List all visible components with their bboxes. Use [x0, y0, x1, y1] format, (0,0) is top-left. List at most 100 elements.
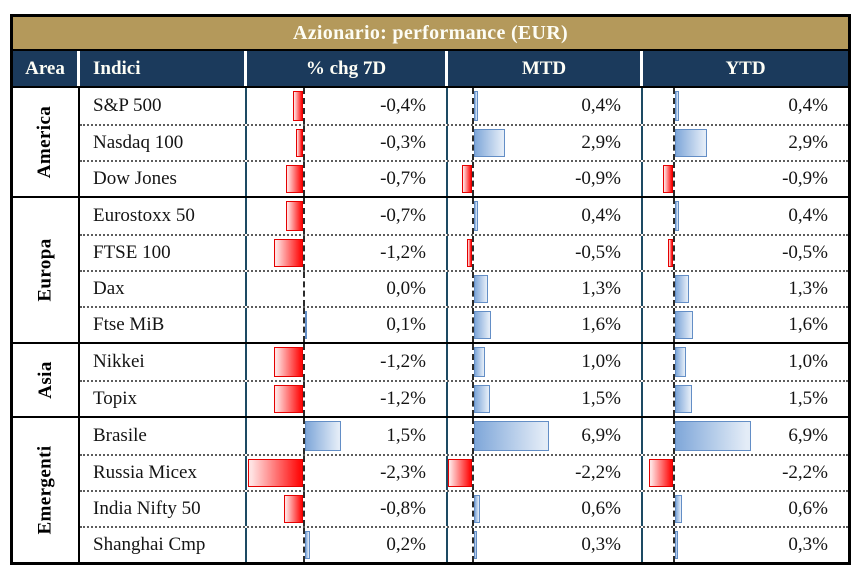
ytd-bar-cell: -0,5%	[643, 236, 848, 270]
ytd-value-label: 0,3%	[788, 534, 828, 555]
index-name: Nasdaq 100	[93, 132, 184, 153]
positive-data-bar	[305, 531, 310, 559]
zero-axis-line	[472, 418, 474, 454]
table-row: FTSE 100 -1,2% -0,5% -0,5%	[80, 234, 848, 270]
chg7d-value-label: 1,5%	[386, 425, 426, 446]
chg7d-value-label: 0,1%	[386, 314, 426, 335]
area-label: Asia	[34, 361, 56, 399]
negative-data-bar	[448, 459, 472, 487]
negative-data-bar	[247, 459, 303, 487]
ytd-bar-cell: 0,4%	[643, 198, 848, 234]
positive-data-bar	[675, 275, 690, 303]
chg7d-bar-cell: -1,2%	[247, 382, 448, 416]
ytd-bar-cell: -2,2%	[643, 456, 848, 490]
index-name-cell: Nikkei	[80, 344, 247, 380]
index-name-cell: Eurostoxx 50	[80, 198, 247, 234]
zero-axis-line	[673, 198, 675, 234]
mtd-value-label: 2,9%	[581, 132, 621, 153]
group-rows: Eurostoxx 50 -0,7% 0,4% 0,4% FTSE 100 -1,2% -0…	[80, 198, 848, 342]
mtd-value-label: 6,9%	[581, 425, 621, 446]
negative-data-bar	[286, 201, 303, 231]
zero-axis-line	[472, 162, 474, 196]
ytd-bar-cell: 2,9%	[643, 126, 848, 160]
ytd-value-label: 0,4%	[788, 205, 828, 226]
ytd-value-label: -0,9%	[782, 168, 828, 189]
ytd-value-label: 0,6%	[788, 498, 828, 519]
mtd-value-label: 1,0%	[581, 351, 621, 372]
ytd-value-label: 1,6%	[788, 314, 828, 335]
header-area: Area	[13, 51, 80, 86]
table-header-row: Area Indici % chg 7D MTD YTD	[13, 51, 848, 88]
ytd-bar-cell: 0,3%	[643, 528, 848, 562]
header-indici: Indici	[80, 51, 247, 86]
index-name: Shanghai Cmp	[93, 534, 206, 555]
negative-data-bar	[295, 129, 303, 157]
zero-axis-line	[303, 236, 305, 270]
chg7d-bar-cell: -0,7%	[247, 198, 448, 234]
chg7d-bar-cell: -0,7%	[247, 162, 448, 196]
mtd-value-label: 0,4%	[581, 205, 621, 226]
negative-data-bar	[648, 459, 673, 487]
zero-axis-line	[673, 492, 675, 526]
chg7d-value-label: -1,2%	[380, 351, 426, 372]
mtd-bar-cell: 0,3%	[448, 528, 643, 562]
zero-axis-line	[303, 492, 305, 526]
positive-data-bar	[474, 91, 479, 121]
chg7d-value-label: 0,0%	[386, 278, 426, 299]
negative-data-bar	[286, 165, 303, 193]
header-mtd: MTD	[448, 51, 643, 86]
table-row: Brasile 1,5% 6,9% 6,9%	[80, 418, 848, 454]
index-name: Dax	[93, 278, 125, 299]
ytd-value-label: 1,5%	[788, 388, 828, 409]
positive-data-bar	[675, 385, 692, 413]
positive-data-bar	[474, 347, 485, 377]
negative-data-bar	[274, 385, 303, 413]
zero-axis-line	[673, 418, 675, 454]
mtd-bar-cell: 1,0%	[448, 344, 643, 380]
negative-data-bar	[462, 165, 472, 193]
ytd-value-label: 0,4%	[788, 95, 828, 116]
chg7d-value-label: -1,2%	[380, 388, 426, 409]
ytd-value-label: -0,5%	[782, 242, 828, 263]
chg7d-bar-cell: -2,3%	[247, 456, 448, 490]
index-name: Nikkei	[93, 351, 145, 372]
index-name-cell: Topix	[80, 382, 247, 416]
chg7d-bar-cell: -1,2%	[247, 236, 448, 270]
mtd-value-label: -0,9%	[575, 168, 621, 189]
zero-axis-line	[472, 272, 474, 306]
index-name-cell: Russia Micex	[80, 456, 247, 490]
ytd-bar-cell: 6,9%	[643, 418, 848, 454]
mtd-value-label: 0,6%	[581, 498, 621, 519]
area-group-europa: Europa Eurostoxx 50 -0,7% 0,4% 0,4% FTSE 100 -…	[13, 196, 848, 342]
zero-axis-line	[673, 528, 675, 562]
chg7d-value-label: -2,3%	[380, 462, 426, 483]
index-name-cell: Nasdaq 100	[80, 126, 247, 160]
chg7d-bar-cell: -0,3%	[247, 126, 448, 160]
mtd-value-label: 1,6%	[581, 314, 621, 335]
index-name: Dow Jones	[93, 168, 177, 189]
area-cell-america: America	[13, 88, 80, 196]
negative-data-bar	[667, 239, 673, 267]
chg7d-bar-cell: 0,1%	[247, 308, 448, 342]
mtd-bar-cell: 1,6%	[448, 308, 643, 342]
chg7d-bar-cell: -0,4%	[247, 88, 448, 124]
zero-axis-line	[673, 162, 675, 196]
area-label: America	[34, 105, 56, 179]
zero-axis-line	[472, 382, 474, 416]
zero-axis-line	[673, 344, 675, 380]
table-title: Azionario: performance (EUR)	[293, 21, 568, 44]
zero-axis-line	[303, 382, 305, 416]
zero-axis-line	[303, 344, 305, 380]
mtd-bar-cell: 0,6%	[448, 492, 643, 526]
area-label: Emergenti	[34, 445, 56, 535]
chg7d-value-label: -0,7%	[380, 205, 426, 226]
negative-data-bar	[663, 165, 673, 193]
table-row: Dow Jones -0,7% -0,9% -0,9%	[80, 160, 848, 196]
table-row: Topix -1,2% 1,5% 1,5%	[80, 380, 848, 416]
table-row: Russia Micex -2,3% -2,2% -2,2%	[80, 454, 848, 490]
index-name: FTSE 100	[93, 242, 171, 263]
area-cell-europa: Europa	[13, 198, 80, 342]
zero-axis-line	[673, 236, 675, 270]
chg7d-value-label: -0,3%	[380, 132, 426, 153]
